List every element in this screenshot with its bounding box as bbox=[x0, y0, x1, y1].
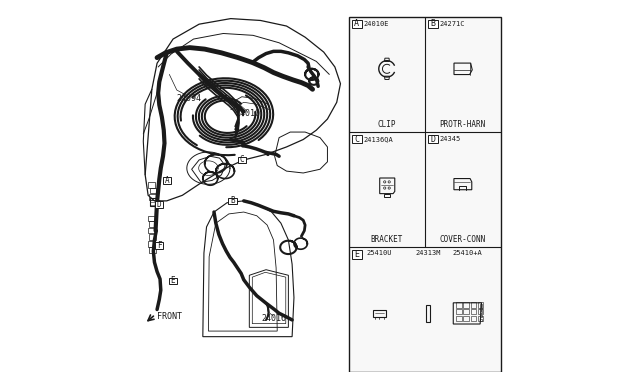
Text: 24313M: 24313M bbox=[415, 250, 441, 256]
Bar bbox=[163, 177, 171, 184]
Text: B: B bbox=[430, 19, 435, 28]
Bar bbox=[156, 201, 163, 208]
Text: C: C bbox=[239, 155, 244, 164]
Text: B: B bbox=[230, 196, 235, 205]
Text: E: E bbox=[355, 250, 359, 259]
Bar bbox=[352, 135, 362, 143]
Text: PROTR-HARN: PROTR-HARN bbox=[440, 120, 486, 129]
Text: FRONT: FRONT bbox=[157, 312, 182, 321]
Bar bbox=[228, 198, 237, 204]
Text: D: D bbox=[157, 200, 162, 209]
Bar bbox=[238, 157, 246, 163]
Text: 24271C: 24271C bbox=[440, 21, 465, 27]
Bar bbox=[428, 135, 438, 143]
Text: BRACKET: BRACKET bbox=[371, 235, 403, 244]
Bar bbox=[352, 250, 362, 259]
Text: CLIP: CLIP bbox=[378, 120, 396, 129]
Bar bbox=[156, 242, 163, 249]
Text: 24010: 24010 bbox=[235, 109, 260, 118]
Bar bbox=[352, 20, 362, 28]
Text: A: A bbox=[164, 176, 169, 185]
Text: 24094: 24094 bbox=[177, 94, 202, 103]
Text: E: E bbox=[171, 276, 175, 285]
Text: C: C bbox=[355, 135, 359, 144]
Text: 24136QA: 24136QA bbox=[364, 136, 394, 142]
Text: F: F bbox=[157, 241, 162, 250]
Bar bbox=[169, 278, 177, 284]
Bar bbox=[349, 17, 500, 372]
Text: 24016: 24016 bbox=[261, 314, 286, 323]
Text: 24345: 24345 bbox=[440, 136, 461, 142]
Text: 24010E: 24010E bbox=[364, 21, 389, 27]
Bar bbox=[428, 20, 438, 28]
Text: 25410+A: 25410+A bbox=[452, 250, 483, 256]
Text: A: A bbox=[355, 19, 359, 28]
Text: COVER-CONN: COVER-CONN bbox=[440, 235, 486, 244]
Text: D: D bbox=[430, 135, 435, 144]
Text: 25410U: 25410U bbox=[367, 250, 392, 256]
